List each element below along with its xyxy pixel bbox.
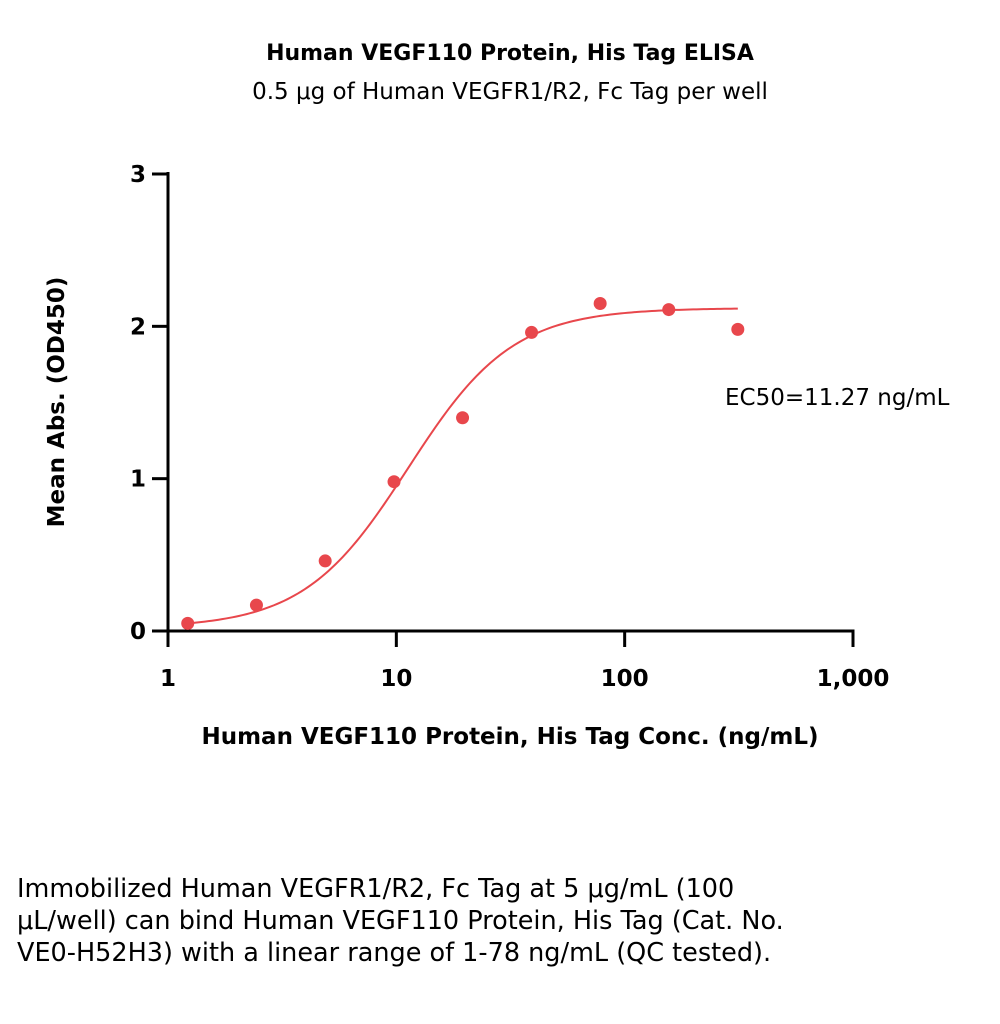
y-axis-label: Mean Abs. (OD450) bbox=[44, 277, 70, 528]
fit-curve bbox=[187, 307, 738, 625]
axes bbox=[166, 172, 855, 633]
data-point bbox=[318, 554, 332, 568]
x-tick-label: 1,000 bbox=[817, 666, 890, 692]
figure-caption: Immobilized Human VEGFR1/R2, Fc Tag at 5… bbox=[17, 874, 784, 968]
chart-title: Human VEGF110 Protein, His Tag ELISA bbox=[266, 41, 754, 66]
y-tick-label: 2 bbox=[130, 314, 146, 340]
elisa-chart: Human VEGF110 Protein, His Tag ELISA 0.5… bbox=[44, 41, 950, 750]
x-axis-label: Human VEGF110 Protein, His Tag Conc. (ng… bbox=[201, 724, 818, 750]
x-tick-label: 1 bbox=[160, 666, 176, 692]
chart-subtitle: 0.5 μg of Human VEGFR1/R2, Fc Tag per we… bbox=[252, 79, 768, 105]
data-point bbox=[731, 322, 745, 336]
data-point bbox=[456, 411, 470, 425]
data-point bbox=[662, 303, 676, 317]
x-tick-label: 10 bbox=[380, 666, 412, 692]
data-point bbox=[525, 325, 539, 339]
ec50-annotation: EC50=11.27 ng/mL bbox=[725, 385, 950, 411]
data-point bbox=[249, 598, 263, 612]
data-point bbox=[387, 475, 401, 489]
x-tick-label: 100 bbox=[601, 666, 649, 692]
data-point bbox=[593, 296, 607, 310]
y-tick-label: 1 bbox=[130, 467, 146, 493]
data-points bbox=[181, 296, 745, 630]
y-tick-label: 0 bbox=[130, 619, 146, 645]
y-tick-label: 3 bbox=[130, 162, 146, 188]
data-point bbox=[181, 616, 195, 630]
